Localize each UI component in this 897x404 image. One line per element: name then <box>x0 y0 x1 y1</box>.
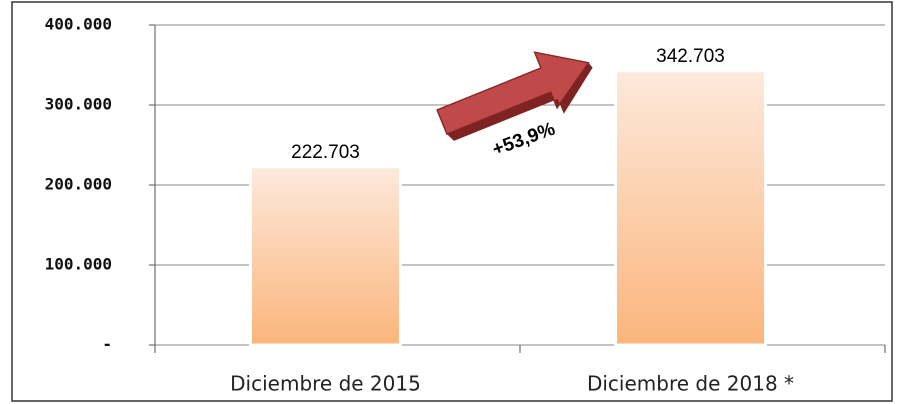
growth-arrow <box>436 51 593 141</box>
bar <box>249 165 402 347</box>
x-tick-label: Diciembre de 2018 * <box>587 372 794 396</box>
y-tick-label: 300.000 <box>45 95 112 114</box>
plot: - 100.000 200.000 300.000 400.000 Diciembre d… <box>45 15 886 396</box>
x-tick-label: Diciembre de 2015 <box>230 372 421 396</box>
y-tick-label: 100.000 <box>45 255 112 274</box>
arrow-shadow <box>446 62 593 141</box>
bar <box>614 69 767 347</box>
y-tick-label: 400.000 <box>45 15 112 34</box>
value-label: 222.703 <box>291 142 360 163</box>
y-tick-label: 200.000 <box>45 175 112 194</box>
y-tick-label: - <box>102 335 112 354</box>
value-label: 342.703 <box>656 46 725 67</box>
